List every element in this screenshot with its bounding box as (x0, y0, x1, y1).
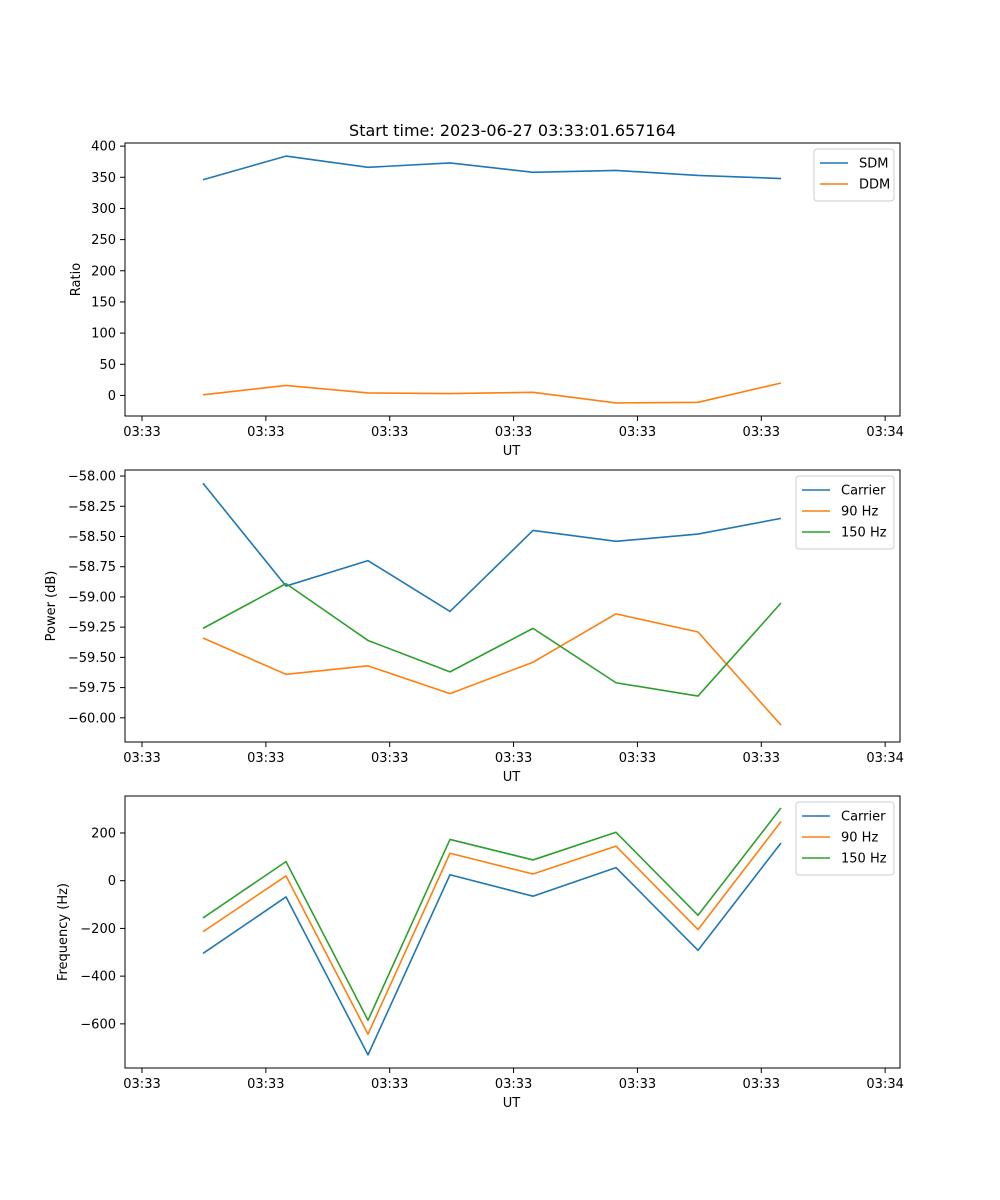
legend-box (813, 148, 895, 202)
y-tick-label: −59.25 (68, 621, 116, 636)
y-tick-label: −59.00 (68, 590, 116, 605)
figure-title: Start time: 2023-06-27 03:33:01.657164 (349, 121, 676, 140)
chart-panel-3: 03:33 03:33 03:33 03:33 03:33 03:33 03:34 −600 −… (56, 795, 904, 1111)
series-line-150-hz (202, 807, 782, 1022)
legend-box (795, 475, 895, 550)
x-tick-label: 03:33 (123, 425, 160, 440)
y-tick-label: −59.50 (68, 651, 116, 666)
legend: Carrier 90 Hz 150 Hz (795, 801, 895, 876)
x-tick-label: 03:33 (619, 425, 656, 440)
y-tick-label: 300 (91, 202, 116, 217)
x-tick-label: 03:34 (866, 751, 903, 766)
legend-label: Carrier (841, 484, 886, 499)
x-tick-label: 03:33 (619, 751, 656, 766)
y-tick-label: −59.75 (68, 681, 116, 696)
x-axis-label: UT (503, 1096, 521, 1111)
y-tick-label: 100 (91, 327, 116, 342)
y-tick-label: 350 (91, 171, 116, 186)
charts-container: 03:33 03:33 03:33 03:33 03:33 03:33 03:34 0 50 10… (44, 140, 904, 1111)
y-axis-label: Ratio (69, 263, 84, 296)
x-tick-label: 03:33 (495, 751, 532, 766)
x-axis-label: UT (503, 444, 521, 459)
series-line-ddm (202, 382, 782, 404)
x-tick-label: 03:33 (123, 1077, 160, 1092)
y-tick-label: −60.00 (68, 711, 116, 726)
y-tick-label: 50 (99, 358, 116, 373)
x-tick-label: 03:34 (866, 425, 903, 440)
series-line-carrier (202, 842, 782, 1056)
y-tick-label: −58.25 (68, 500, 116, 515)
x-axis-label: UT (503, 770, 521, 785)
y-tick-label: −58.00 (68, 470, 116, 485)
x-tick-label: 03:33 (123, 751, 160, 766)
x-tick-label: 03:33 (371, 425, 408, 440)
legend-box (795, 801, 895, 876)
x-tick-label: 03:33 (743, 1077, 780, 1092)
x-tick-label: 03:33 (247, 425, 284, 440)
legend: Carrier 90 Hz 150 Hz (795, 475, 895, 550)
legend-label: DDM (859, 178, 890, 193)
legend-label: 150 Hz (841, 526, 887, 541)
y-tick-label: −58.75 (68, 560, 116, 575)
legend-label: Carrier (841, 810, 886, 825)
y-tick-label: −600 (80, 1017, 116, 1032)
legend-label: SDM (859, 157, 888, 172)
x-tick-label: 03:34 (866, 1077, 903, 1092)
axes-frame (124, 142, 901, 417)
x-tick-label: 03:33 (743, 751, 780, 766)
x-tick-label: 03:33 (371, 751, 408, 766)
series-line-150-hz (202, 582, 782, 697)
legend-label: 150 Hz (841, 852, 887, 867)
y-tick-label: −200 (80, 922, 116, 937)
series-line-90-hz (202, 821, 782, 1035)
y-tick-label: −58.50 (68, 530, 116, 545)
chart-panel-2: 03:33 03:33 03:33 03:33 03:33 03:33 03:34 −60.0… (44, 469, 904, 785)
series-line-90-hz (202, 613, 782, 726)
series-line-carrier (202, 482, 782, 613)
x-tick-label: 03:33 (371, 1077, 408, 1092)
x-tick-label: 03:33 (247, 751, 284, 766)
y-tick-label: 200 (91, 264, 116, 279)
axes-frame (124, 795, 901, 1069)
y-tick-label: 0 (108, 874, 116, 889)
y-tick-label: −400 (80, 970, 116, 985)
legend-label: 90 Hz (841, 505, 878, 520)
y-tick-label: 250 (91, 233, 116, 248)
legend-label: 90 Hz (841, 831, 878, 846)
y-axis-label: Power (dB) (44, 571, 59, 642)
y-tick-label: 400 (91, 140, 116, 155)
axes-frame (124, 469, 901, 743)
x-tick-label: 03:33 (743, 425, 780, 440)
y-tick-label: 0 (108, 389, 116, 404)
x-tick-label: 03:33 (619, 1077, 656, 1092)
x-tick-label: 03:33 (247, 1077, 284, 1092)
legend: SDM DDM (813, 148, 895, 202)
series-line-sdm (202, 155, 782, 181)
chart-panel-1: 03:33 03:33 03:33 03:33 03:33 03:33 03:34 0 50 10… (69, 140, 904, 459)
x-tick-label: 03:33 (495, 425, 532, 440)
y-tick-label: 200 (91, 826, 116, 841)
y-axis-label: Frequency (Hz) (56, 883, 71, 981)
y-tick-label: 150 (91, 295, 116, 310)
x-tick-label: 03:33 (495, 1077, 532, 1092)
